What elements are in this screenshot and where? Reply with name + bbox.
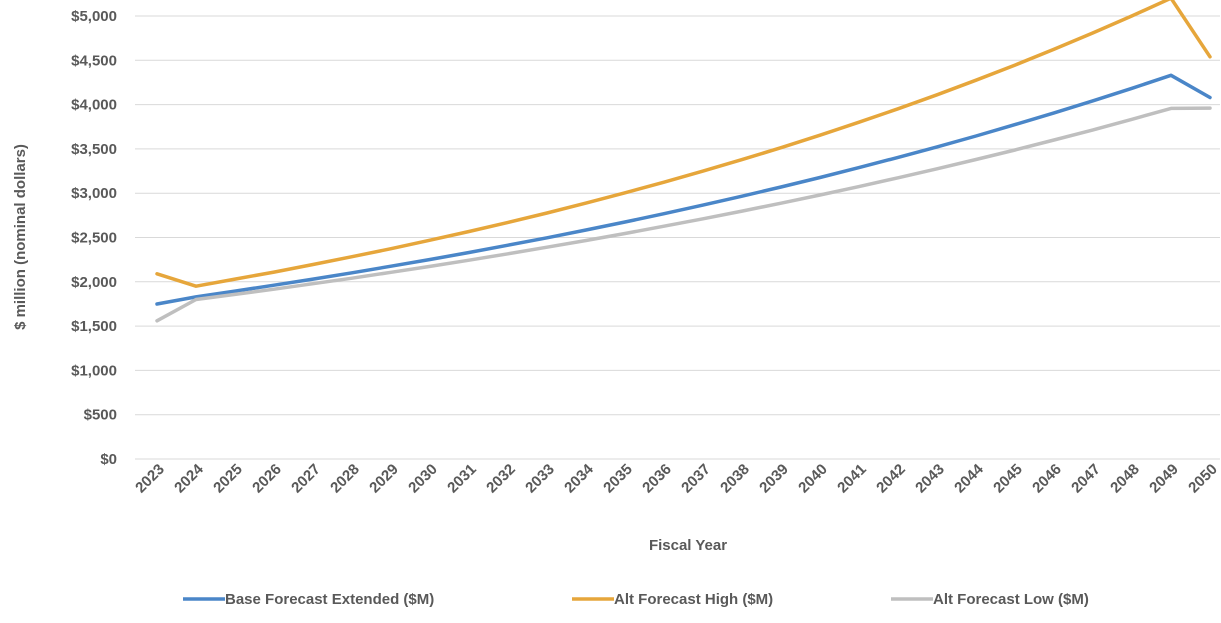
y-tick-label: $2,500 xyxy=(71,230,117,247)
y-tick-label: $1,000 xyxy=(71,362,117,379)
series-line xyxy=(155,73,1212,306)
x-tick-label: 2038 xyxy=(717,461,753,497)
y-tick-label: $4,000 xyxy=(71,97,117,114)
y-tick-label: $500 xyxy=(84,407,117,424)
legend: Base Forecast Extended ($M) Alt Forecast … xyxy=(183,591,1089,608)
x-tick-label: 2039 xyxy=(756,461,792,497)
x-tick-labels: 2023 2024 2025 2026 2027 2028 2029 2030 2031 2032… xyxy=(132,460,1221,496)
gridlines xyxy=(135,15,1220,460)
y-tick-label: $5,000 xyxy=(71,8,117,25)
x-tick-label: 2030 xyxy=(405,461,441,497)
x-tick-label: 2027 xyxy=(288,461,324,497)
x-tick-label: 2040 xyxy=(795,461,831,497)
x-tick-label: 2032 xyxy=(483,461,519,497)
series-line xyxy=(155,0,1212,288)
x-tick-label: 2037 xyxy=(678,461,714,497)
x-tick-label: 2046 xyxy=(1029,461,1065,497)
y-axis-title: $ million (nominal dollars) xyxy=(12,144,29,330)
y-tick-label: $3,000 xyxy=(71,185,117,202)
legend-label: Alt Forecast Low ($M) xyxy=(933,591,1089,608)
x-tick-label: 2035 xyxy=(600,461,636,497)
series-line xyxy=(155,106,1212,323)
x-tick-label: 2043 xyxy=(912,461,948,497)
x-tick-label: 2025 xyxy=(210,461,246,497)
x-tick-label: 2024 xyxy=(171,460,207,496)
legend-label: Alt Forecast High ($M) xyxy=(614,591,773,608)
x-tick-label: 2029 xyxy=(366,461,402,497)
x-axis-title: Fiscal Year xyxy=(649,537,727,554)
x-tick-label: 2041 xyxy=(834,461,870,497)
legend-label: Base Forecast Extended ($M) xyxy=(225,591,434,608)
y-tick-label: $3,500 xyxy=(71,141,117,158)
y-tick-label: $4,500 xyxy=(71,52,117,69)
x-tick-label: 2036 xyxy=(639,461,675,497)
x-tick-label: 2028 xyxy=(327,461,363,497)
x-tick-label: 2026 xyxy=(249,461,285,497)
x-tick-label: 2031 xyxy=(444,461,480,497)
x-tick-label: 2044 xyxy=(951,460,987,496)
x-tick-label: 2047 xyxy=(1068,461,1104,497)
y-tick-label: $2,000 xyxy=(71,274,117,291)
y-tick-labels: $0 $500 $1,000 $1,500 $2,000 $2,500 $3,000 $3,5… xyxy=(71,8,117,468)
x-tick-label: 2045 xyxy=(990,461,1026,497)
y-tick-label: $1,500 xyxy=(71,318,117,335)
x-tick-label: 2042 xyxy=(873,461,909,497)
x-tick-label: 2023 xyxy=(132,461,168,497)
y-tick-label: $0 xyxy=(100,451,117,468)
x-tick-label: 2049 xyxy=(1146,461,1182,497)
x-tick-label: 2050 xyxy=(1185,461,1221,497)
x-tick-label: 2033 xyxy=(522,461,558,497)
x-tick-label: 2034 xyxy=(561,460,597,496)
x-tick-label: 2048 xyxy=(1107,461,1143,497)
series-lines xyxy=(155,0,1212,323)
